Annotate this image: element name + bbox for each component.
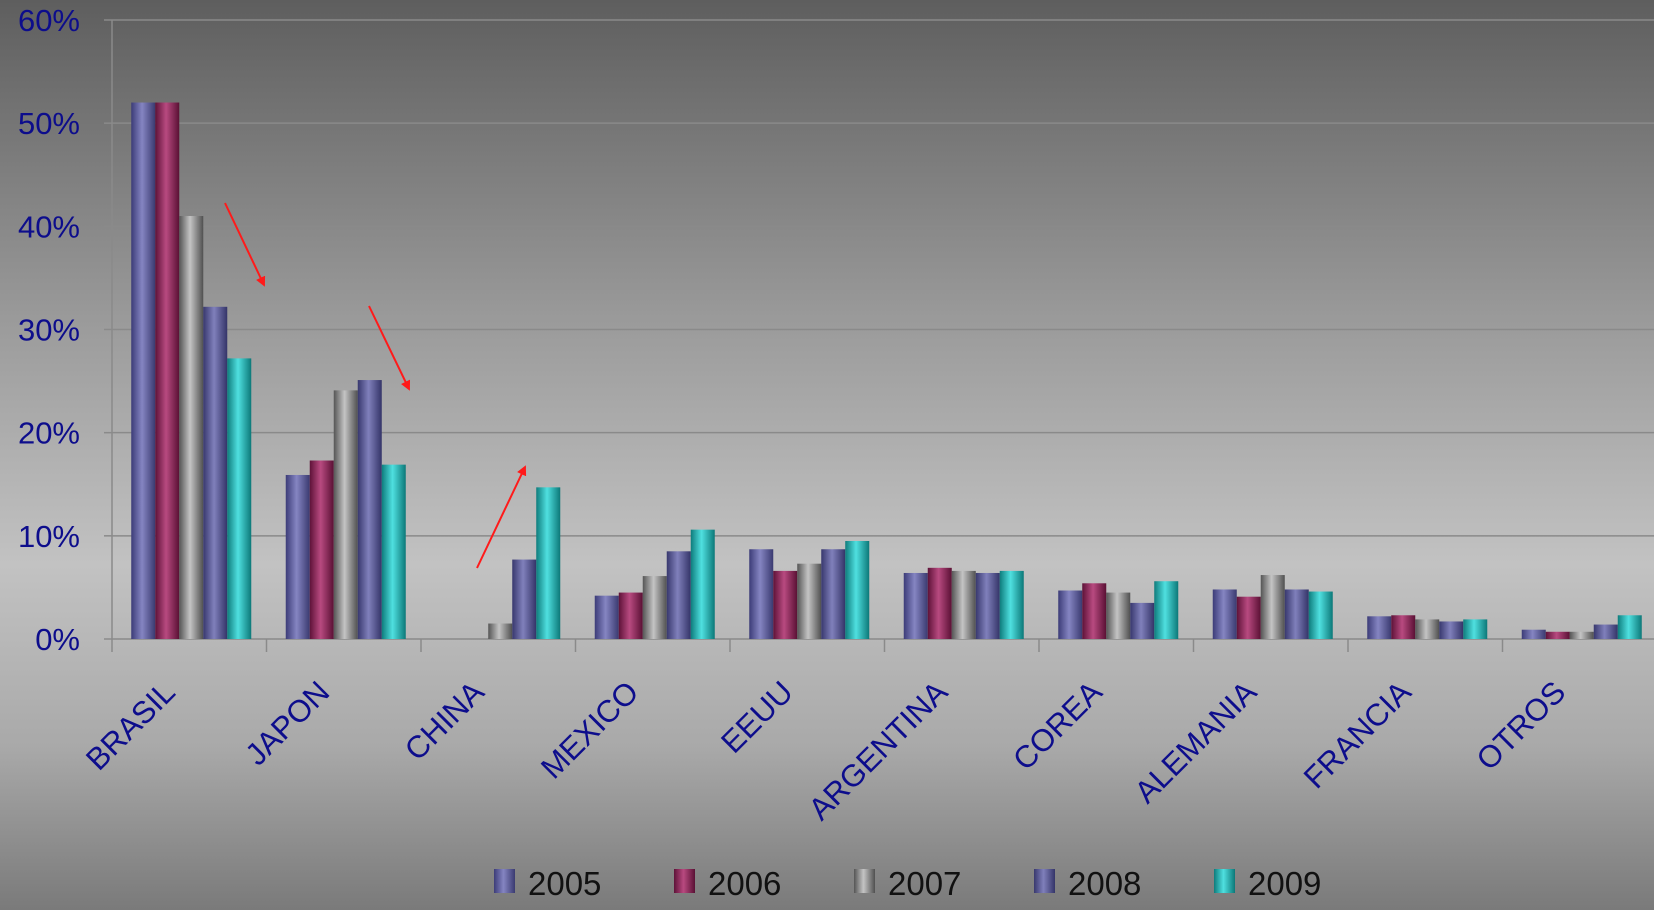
bar-otros-2008 bbox=[1593, 624, 1618, 639]
legend-label: 2009 bbox=[1248, 865, 1321, 902]
bar-argentina-2008 bbox=[975, 572, 1000, 639]
legend-swatch bbox=[854, 869, 875, 893]
bar-china-2008 bbox=[512, 559, 537, 639]
bar-corea-2009 bbox=[1154, 581, 1179, 639]
category-label: JAPON bbox=[239, 674, 337, 772]
bar-otros-2005 bbox=[1521, 629, 1546, 639]
bar-brasil-2007 bbox=[179, 216, 204, 639]
bar-otros-2009 bbox=[1617, 615, 1642, 639]
bar-japon-2005 bbox=[285, 474, 310, 639]
bar-japon-2009 bbox=[381, 464, 406, 639]
legend-swatch bbox=[1214, 869, 1235, 893]
bar-china-2009 bbox=[536, 487, 561, 639]
category-label: CHINA bbox=[398, 674, 491, 767]
bar-francia-2009 bbox=[1463, 619, 1488, 639]
y-tick-label: 50% bbox=[18, 106, 80, 141]
bar-francia-2005 bbox=[1367, 616, 1392, 639]
bar-brasil-2006 bbox=[155, 102, 180, 640]
bar-alemania-2005 bbox=[1212, 589, 1237, 639]
bar-eeuu-2009 bbox=[845, 540, 870, 639]
category-label: FRANCIA bbox=[1297, 674, 1418, 795]
legend-swatch bbox=[494, 869, 515, 893]
bar-argentina-2005 bbox=[903, 572, 928, 639]
category-label: EEUU bbox=[714, 674, 800, 760]
y-tick-label: 40% bbox=[18, 209, 80, 244]
legend-label: 2008 bbox=[1068, 865, 1141, 902]
bar-japon-2006 bbox=[309, 460, 334, 639]
bar-corea-2005 bbox=[1058, 590, 1083, 639]
legend-label: 2005 bbox=[528, 865, 601, 902]
bar-corea-2006 bbox=[1082, 583, 1107, 639]
trend-arrow-down bbox=[224, 202, 266, 287]
bar-otros-2007 bbox=[1569, 631, 1594, 639]
bar-mexico-2007 bbox=[642, 576, 667, 639]
legend: 2005 2006 2007 2008 2009 bbox=[494, 865, 1321, 902]
y-tick-label: 20% bbox=[18, 416, 80, 451]
bar-argentina-2007 bbox=[951, 570, 976, 639]
legend-label: 2007 bbox=[888, 865, 961, 902]
legend-swatch bbox=[674, 869, 695, 893]
bar-alemania-2009 bbox=[1308, 591, 1333, 639]
annotations bbox=[224, 202, 527, 569]
bar-francia-2006 bbox=[1391, 615, 1416, 639]
bar-eeuu-2006 bbox=[773, 570, 798, 639]
bar-alemania-2006 bbox=[1236, 596, 1261, 639]
bar-corea-2008 bbox=[1130, 602, 1155, 639]
bar-brasil-2008 bbox=[203, 306, 228, 639]
bar-eeuu-2007 bbox=[797, 563, 822, 639]
bar-brasil-2005 bbox=[131, 102, 156, 640]
category-label: ALEMANIA bbox=[1128, 674, 1264, 810]
legend-swatch bbox=[1034, 869, 1055, 893]
category-label: BRASIL bbox=[79, 674, 182, 777]
bar-corea-2007 bbox=[1106, 592, 1131, 639]
bar-argentina-2006 bbox=[927, 567, 952, 639]
bar-brasil-2009 bbox=[227, 358, 252, 639]
y-tick-label: 10% bbox=[18, 519, 80, 554]
bar-francia-2007 bbox=[1415, 619, 1440, 639]
bar-mexico-2009 bbox=[690, 529, 715, 639]
bar-japon-2008 bbox=[357, 380, 382, 639]
bar-alemania-2007 bbox=[1260, 575, 1285, 639]
trend-arrow-up bbox=[476, 465, 527, 569]
bar-otros-2006 bbox=[1545, 631, 1570, 639]
bar-mexico-2008 bbox=[666, 551, 691, 639]
y-tick-label: 30% bbox=[18, 313, 80, 348]
category-label: COREA bbox=[1006, 674, 1109, 777]
y-tick-label: 60% bbox=[18, 3, 80, 38]
category-label: ARGENTINA bbox=[802, 674, 955, 827]
legend-label: 2006 bbox=[708, 865, 781, 902]
bar-eeuu-2008 bbox=[821, 549, 846, 639]
bar-alemania-2008 bbox=[1284, 589, 1309, 639]
bar-china-2007 bbox=[488, 623, 513, 639]
bar-mexico-2006 bbox=[618, 592, 643, 639]
bar-argentina-2009 bbox=[999, 570, 1024, 639]
bar-mexico-2005 bbox=[594, 595, 619, 639]
category-label: OTROS bbox=[1470, 674, 1573, 777]
bar-francia-2008 bbox=[1439, 621, 1464, 639]
y-tick-label: 0% bbox=[35, 622, 80, 657]
bar-eeuu-2005 bbox=[749, 549, 774, 639]
trend-arrow-down bbox=[368, 305, 411, 391]
category-label: MEXICO bbox=[534, 674, 645, 785]
bars bbox=[131, 102, 1642, 640]
bar-japon-2007 bbox=[333, 390, 358, 639]
